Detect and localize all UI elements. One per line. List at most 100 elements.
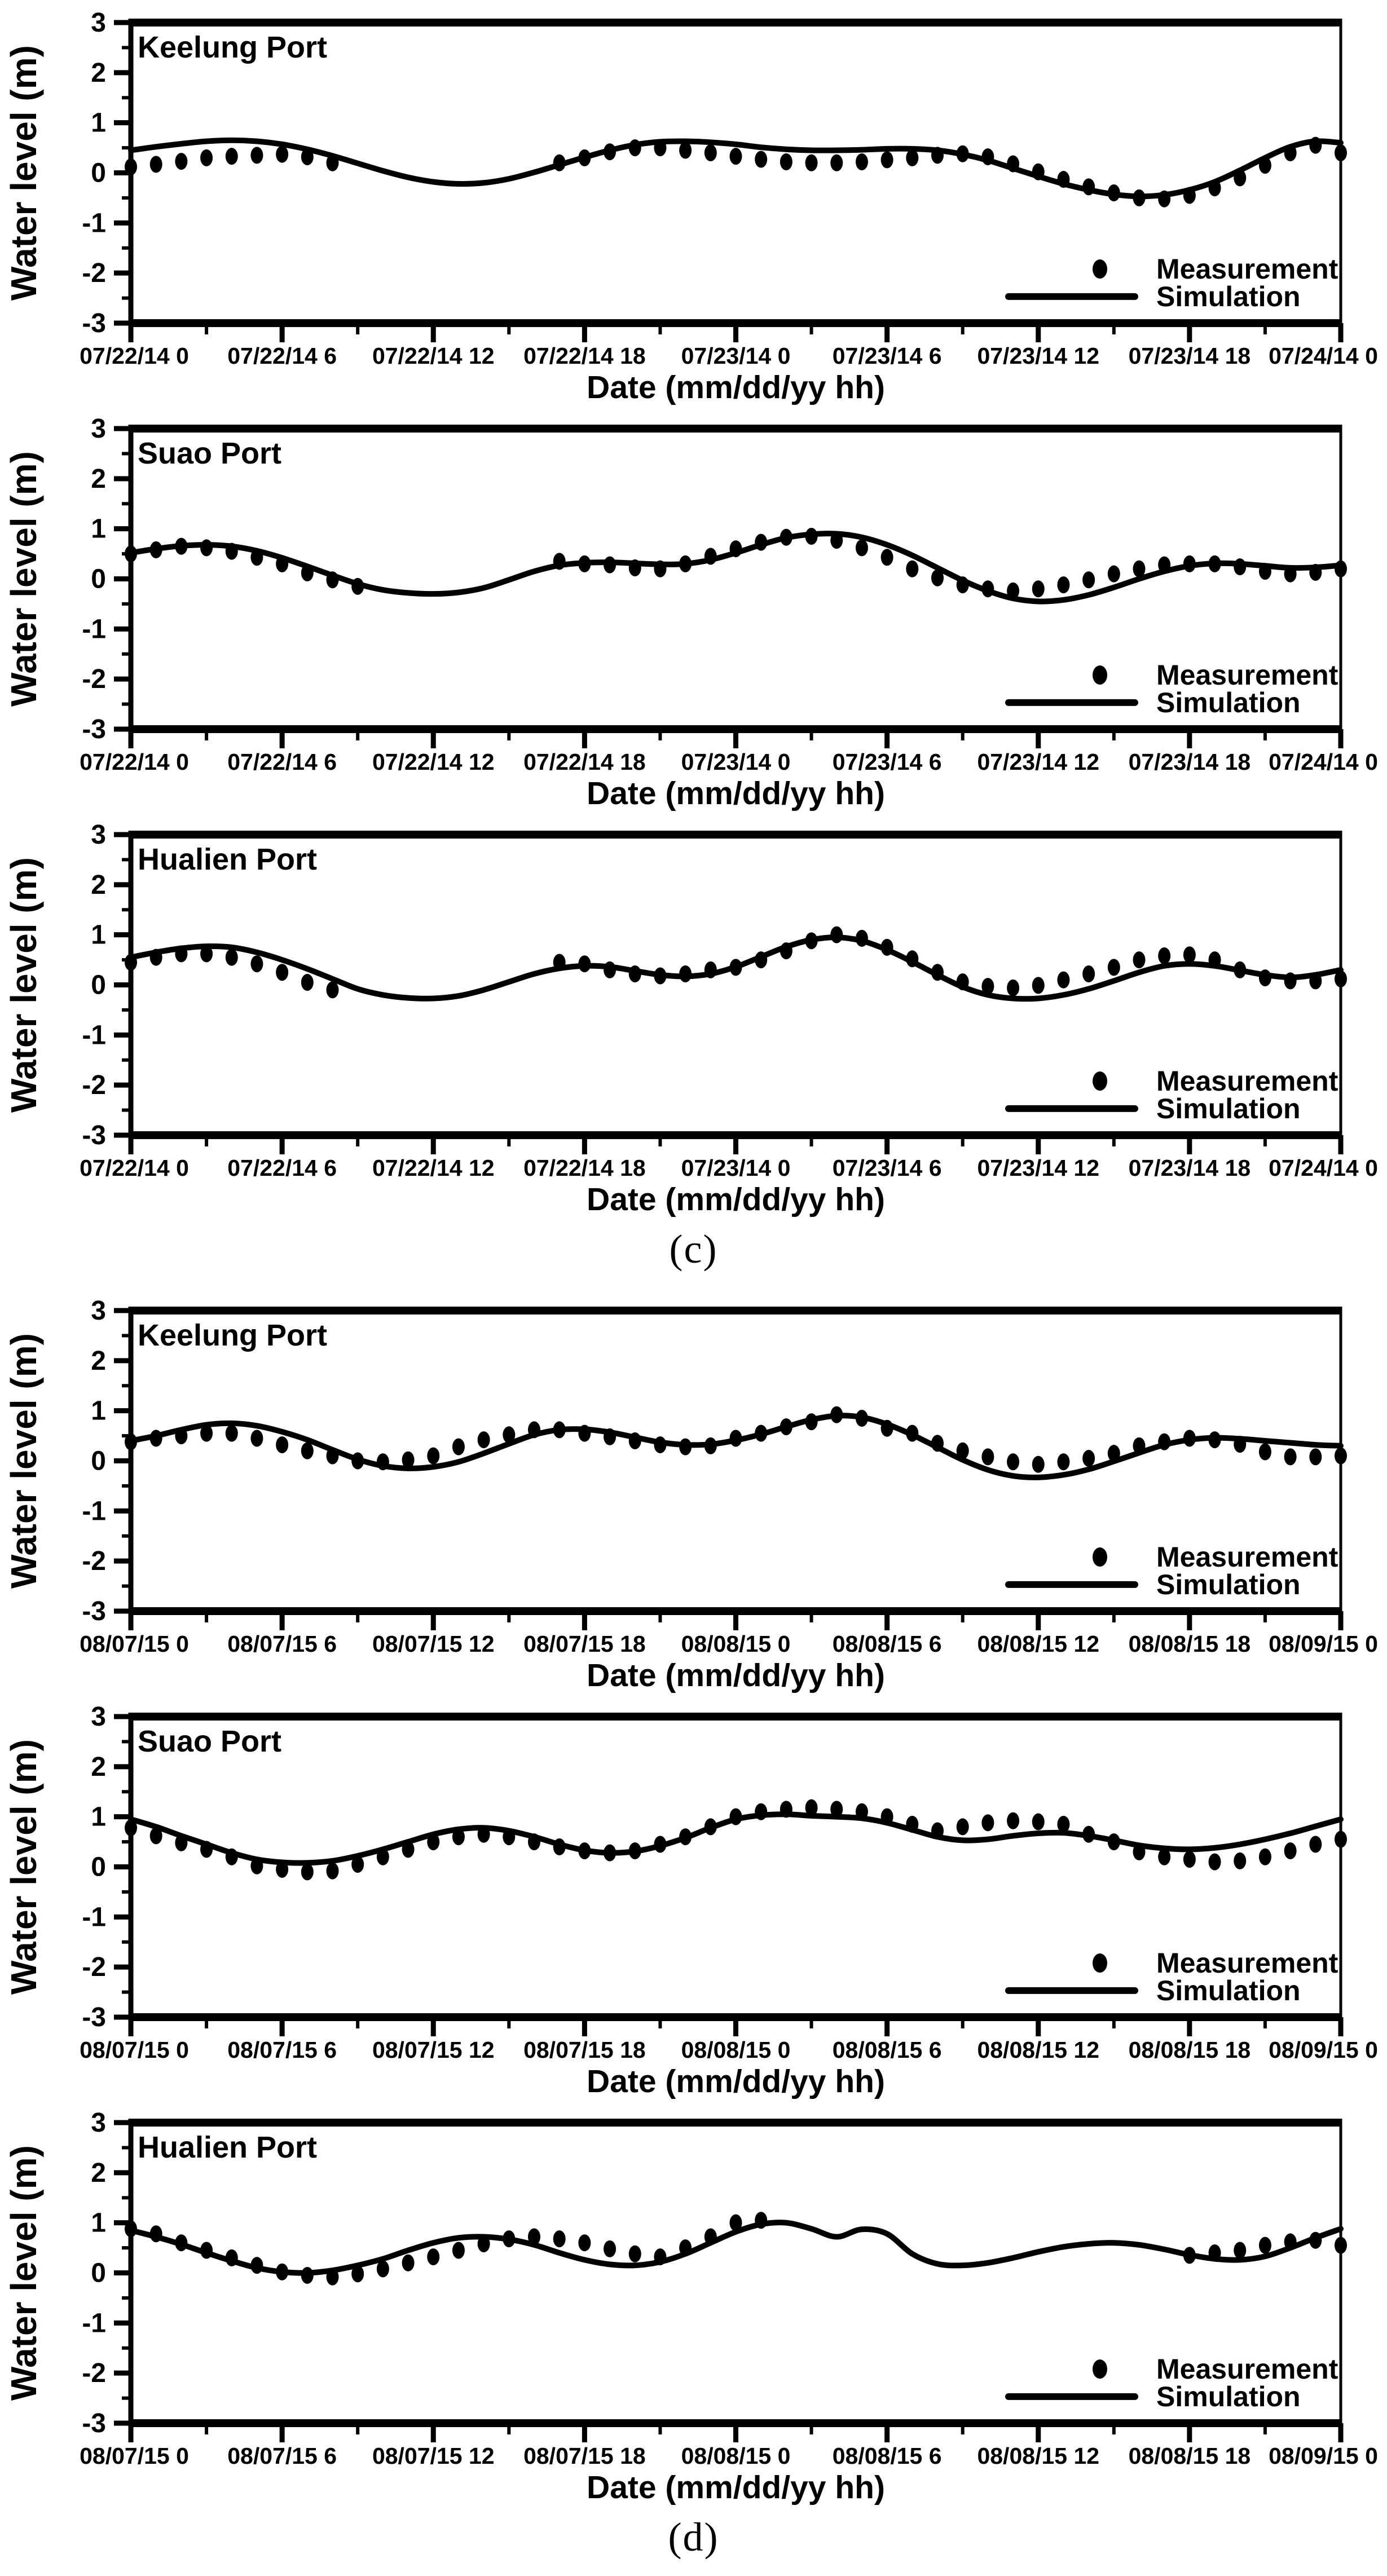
- svg-text:08/07/15 12: 08/07/15 12: [372, 1631, 495, 1657]
- svg-text:07/23/14 12: 07/23/14 12: [977, 343, 1099, 369]
- svg-text:-2: -2: [82, 1546, 106, 1576]
- panel-c: -3 -2 -1 0 1 2 3 07/22/14 0 07/22/14 6 07/22/14 1…: [3, 8, 1378, 1272]
- svg-text:08/08/15 0: 08/08/15 0: [681, 2443, 791, 2469]
- svg-text:2: 2: [91, 870, 106, 900]
- svg-text:Measurement: Measurement: [1156, 1947, 1338, 1979]
- svg-text:08/07/15 18: 08/07/15 18: [523, 2037, 646, 2063]
- svg-text:07/24/14 0: 07/24/14 0: [1269, 1155, 1378, 1181]
- svg-text:07/22/14 18: 07/22/14 18: [523, 749, 646, 775]
- svg-text:07/23/14 18: 07/23/14 18: [1129, 1155, 1251, 1181]
- svg-text:08/08/15 12: 08/08/15 12: [977, 2443, 1099, 2469]
- svg-text:-3: -3: [82, 308, 106, 338]
- svg-text:08/09/15 0: 08/09/15 0: [1269, 2443, 1378, 2469]
- svg-text:-3: -3: [82, 714, 106, 744]
- svg-text:07/23/14 6: 07/23/14 6: [833, 1155, 942, 1181]
- svg-text:07/22/14 6: 07/22/14 6: [227, 343, 337, 369]
- svg-text:08/07/15 12: 08/07/15 12: [372, 2443, 495, 2469]
- svg-text:3: 3: [91, 2108, 106, 2138]
- svg-text:-2: -2: [82, 1070, 106, 1100]
- svg-text:-1: -1: [82, 1902, 106, 1932]
- svg-text:07/22/14 18: 07/22/14 18: [523, 343, 646, 369]
- svg-text:-2: -2: [82, 664, 106, 694]
- svg-text:2: 2: [91, 1346, 106, 1376]
- svg-text:-3: -3: [82, 2409, 106, 2438]
- svg-text:07/23/14 0: 07/23/14 0: [681, 343, 791, 369]
- svg-text:1: 1: [91, 920, 106, 950]
- svg-text:08/08/15 6: 08/08/15 6: [833, 2443, 942, 2469]
- svg-text:2: 2: [91, 58, 106, 88]
- svg-text:Date (mm/dd/yy hh): Date (mm/dd/yy hh): [587, 2469, 885, 2506]
- svg-text:Water level (m): Water level (m): [3, 1333, 44, 1589]
- svg-text:-1: -1: [82, 1496, 106, 1526]
- svg-text:08/07/15 18: 08/07/15 18: [523, 1631, 646, 1657]
- svg-text:08/07/15 0: 08/07/15 0: [80, 2443, 189, 2469]
- svg-text:Measurement: Measurement: [1156, 2353, 1338, 2385]
- svg-text:08/07/15 6: 08/07/15 6: [227, 1631, 337, 1657]
- svg-text:-2: -2: [82, 258, 106, 288]
- chart-hualien-port-c: -3 -2 -1 0 1 2 3 07/22/14 0 07/22/14 6 07/22/14 1…: [3, 820, 1378, 1218]
- svg-text:Hualien Port: Hualien Port: [138, 843, 317, 876]
- svg-text:08/09/15 0: 08/09/15 0: [1269, 2037, 1378, 2063]
- svg-text:07/23/14 0: 07/23/14 0: [681, 749, 791, 775]
- svg-text:Measurement: Measurement: [1156, 1541, 1338, 1573]
- svg-text:07/22/14 12: 07/22/14 12: [372, 343, 495, 369]
- svg-text:08/07/15 12: 08/07/15 12: [372, 2037, 495, 2063]
- svg-text:Simulation: Simulation: [1156, 281, 1301, 312]
- svg-text:-2: -2: [82, 1952, 106, 1982]
- svg-text:1: 1: [91, 1802, 106, 1832]
- svg-text:07/23/14 12: 07/23/14 12: [977, 749, 1099, 775]
- chart-suao-port-c: -3 -2 -1 0 1 2 3 07/22/14 0 07/22/14 6 07/22/14 1…: [3, 414, 1378, 811]
- svg-text:0: 0: [91, 158, 106, 188]
- svg-text:08/07/15 6: 08/07/15 6: [227, 2443, 337, 2469]
- svg-text:08/07/15 0: 08/07/15 0: [80, 2037, 189, 2063]
- svg-text:08/08/15 0: 08/08/15 0: [681, 2037, 791, 2063]
- svg-text:2: 2: [91, 464, 106, 494]
- svg-text:08/08/15 0: 08/08/15 0: [681, 1631, 791, 1657]
- svg-text:Date (mm/dd/yy hh): Date (mm/dd/yy hh): [587, 775, 885, 811]
- svg-text:Measurement: Measurement: [1156, 253, 1338, 285]
- svg-text:1: 1: [91, 514, 106, 544]
- svg-text:3: 3: [91, 8, 106, 38]
- svg-text:Suao Port: Suao Port: [138, 436, 281, 470]
- svg-text:Suao Port: Suao Port: [138, 1724, 281, 1758]
- chart-suao-port-d: -3 -2 -1 0 1 2 3 08/07/15 0 08/07/15 6 08/07/15 1…: [3, 1702, 1378, 2099]
- panel-d: -3 -2 -1 0 1 2 3 08/07/15 0 08/07/15 6 08/07/15 1…: [0, 1288, 1387, 2576]
- svg-text:0: 0: [91, 2259, 106, 2288]
- svg-text:1: 1: [91, 2208, 106, 2238]
- svg-text:07/23/14 0: 07/23/14 0: [681, 1155, 791, 1181]
- svg-text:07/22/14 0: 07/22/14 0: [80, 749, 189, 775]
- chart-keelung-port-d: -3 -2 -1 0 1 2 3 08/07/15 0 08/07/15 6 08/07/15 1…: [3, 1296, 1378, 1693]
- svg-text:07/22/14 0: 07/22/14 0: [80, 343, 189, 369]
- svg-text:07/22/14 6: 07/22/14 6: [227, 1155, 337, 1181]
- svg-text:Water level (m): Water level (m): [3, 857, 44, 1113]
- svg-text:Keelung Port: Keelung Port: [138, 1318, 327, 1352]
- svg-text:-1: -1: [82, 2308, 106, 2338]
- svg-text:Simulation: Simulation: [1156, 687, 1301, 718]
- svg-text:Date (mm/dd/yy hh): Date (mm/dd/yy hh): [587, 1657, 885, 1693]
- svg-text:07/22/14 6: 07/22/14 6: [227, 749, 337, 775]
- panel-label-d: (d): [668, 2515, 719, 2560]
- svg-text:08/07/15 18: 08/07/15 18: [523, 2443, 646, 2469]
- svg-text:Simulation: Simulation: [1156, 1569, 1301, 1600]
- svg-text:-3: -3: [82, 1121, 106, 1150]
- svg-text:0: 0: [91, 971, 106, 1000]
- svg-text:3: 3: [91, 1296, 106, 1326]
- svg-text:-2: -2: [82, 2358, 106, 2388]
- svg-text:2: 2: [91, 2158, 106, 2188]
- svg-text:0: 0: [91, 1852, 106, 1882]
- svg-text:-1: -1: [82, 1020, 106, 1050]
- svg-text:Measurement: Measurement: [1156, 659, 1338, 691]
- chart-keelung-port-c: -3 -2 -1 0 1 2 3 07/22/14 0 07/22/14 6 07/22/14 1…: [3, 8, 1378, 405]
- svg-text:07/22/14 18: 07/22/14 18: [523, 1155, 646, 1181]
- svg-text:08/07/15 0: 08/07/15 0: [80, 1631, 189, 1657]
- svg-text:3: 3: [91, 414, 106, 444]
- svg-text:08/08/15 6: 08/08/15 6: [833, 1631, 942, 1657]
- svg-text:Hualien Port: Hualien Port: [138, 2131, 317, 2164]
- chart-hualien-port-d: -3 -2 -1 0 1 2 3 08/07/15 0 08/07/15 6 08/07/15 1…: [3, 2108, 1378, 2506]
- svg-text:08/08/15 12: 08/08/15 12: [977, 2037, 1099, 2063]
- svg-text:3: 3: [91, 1702, 106, 1732]
- panel-label-c: (c): [669, 1227, 718, 1272]
- svg-text:Simulation: Simulation: [1156, 2381, 1301, 2412]
- svg-text:08/08/15 18: 08/08/15 18: [1129, 2037, 1251, 2063]
